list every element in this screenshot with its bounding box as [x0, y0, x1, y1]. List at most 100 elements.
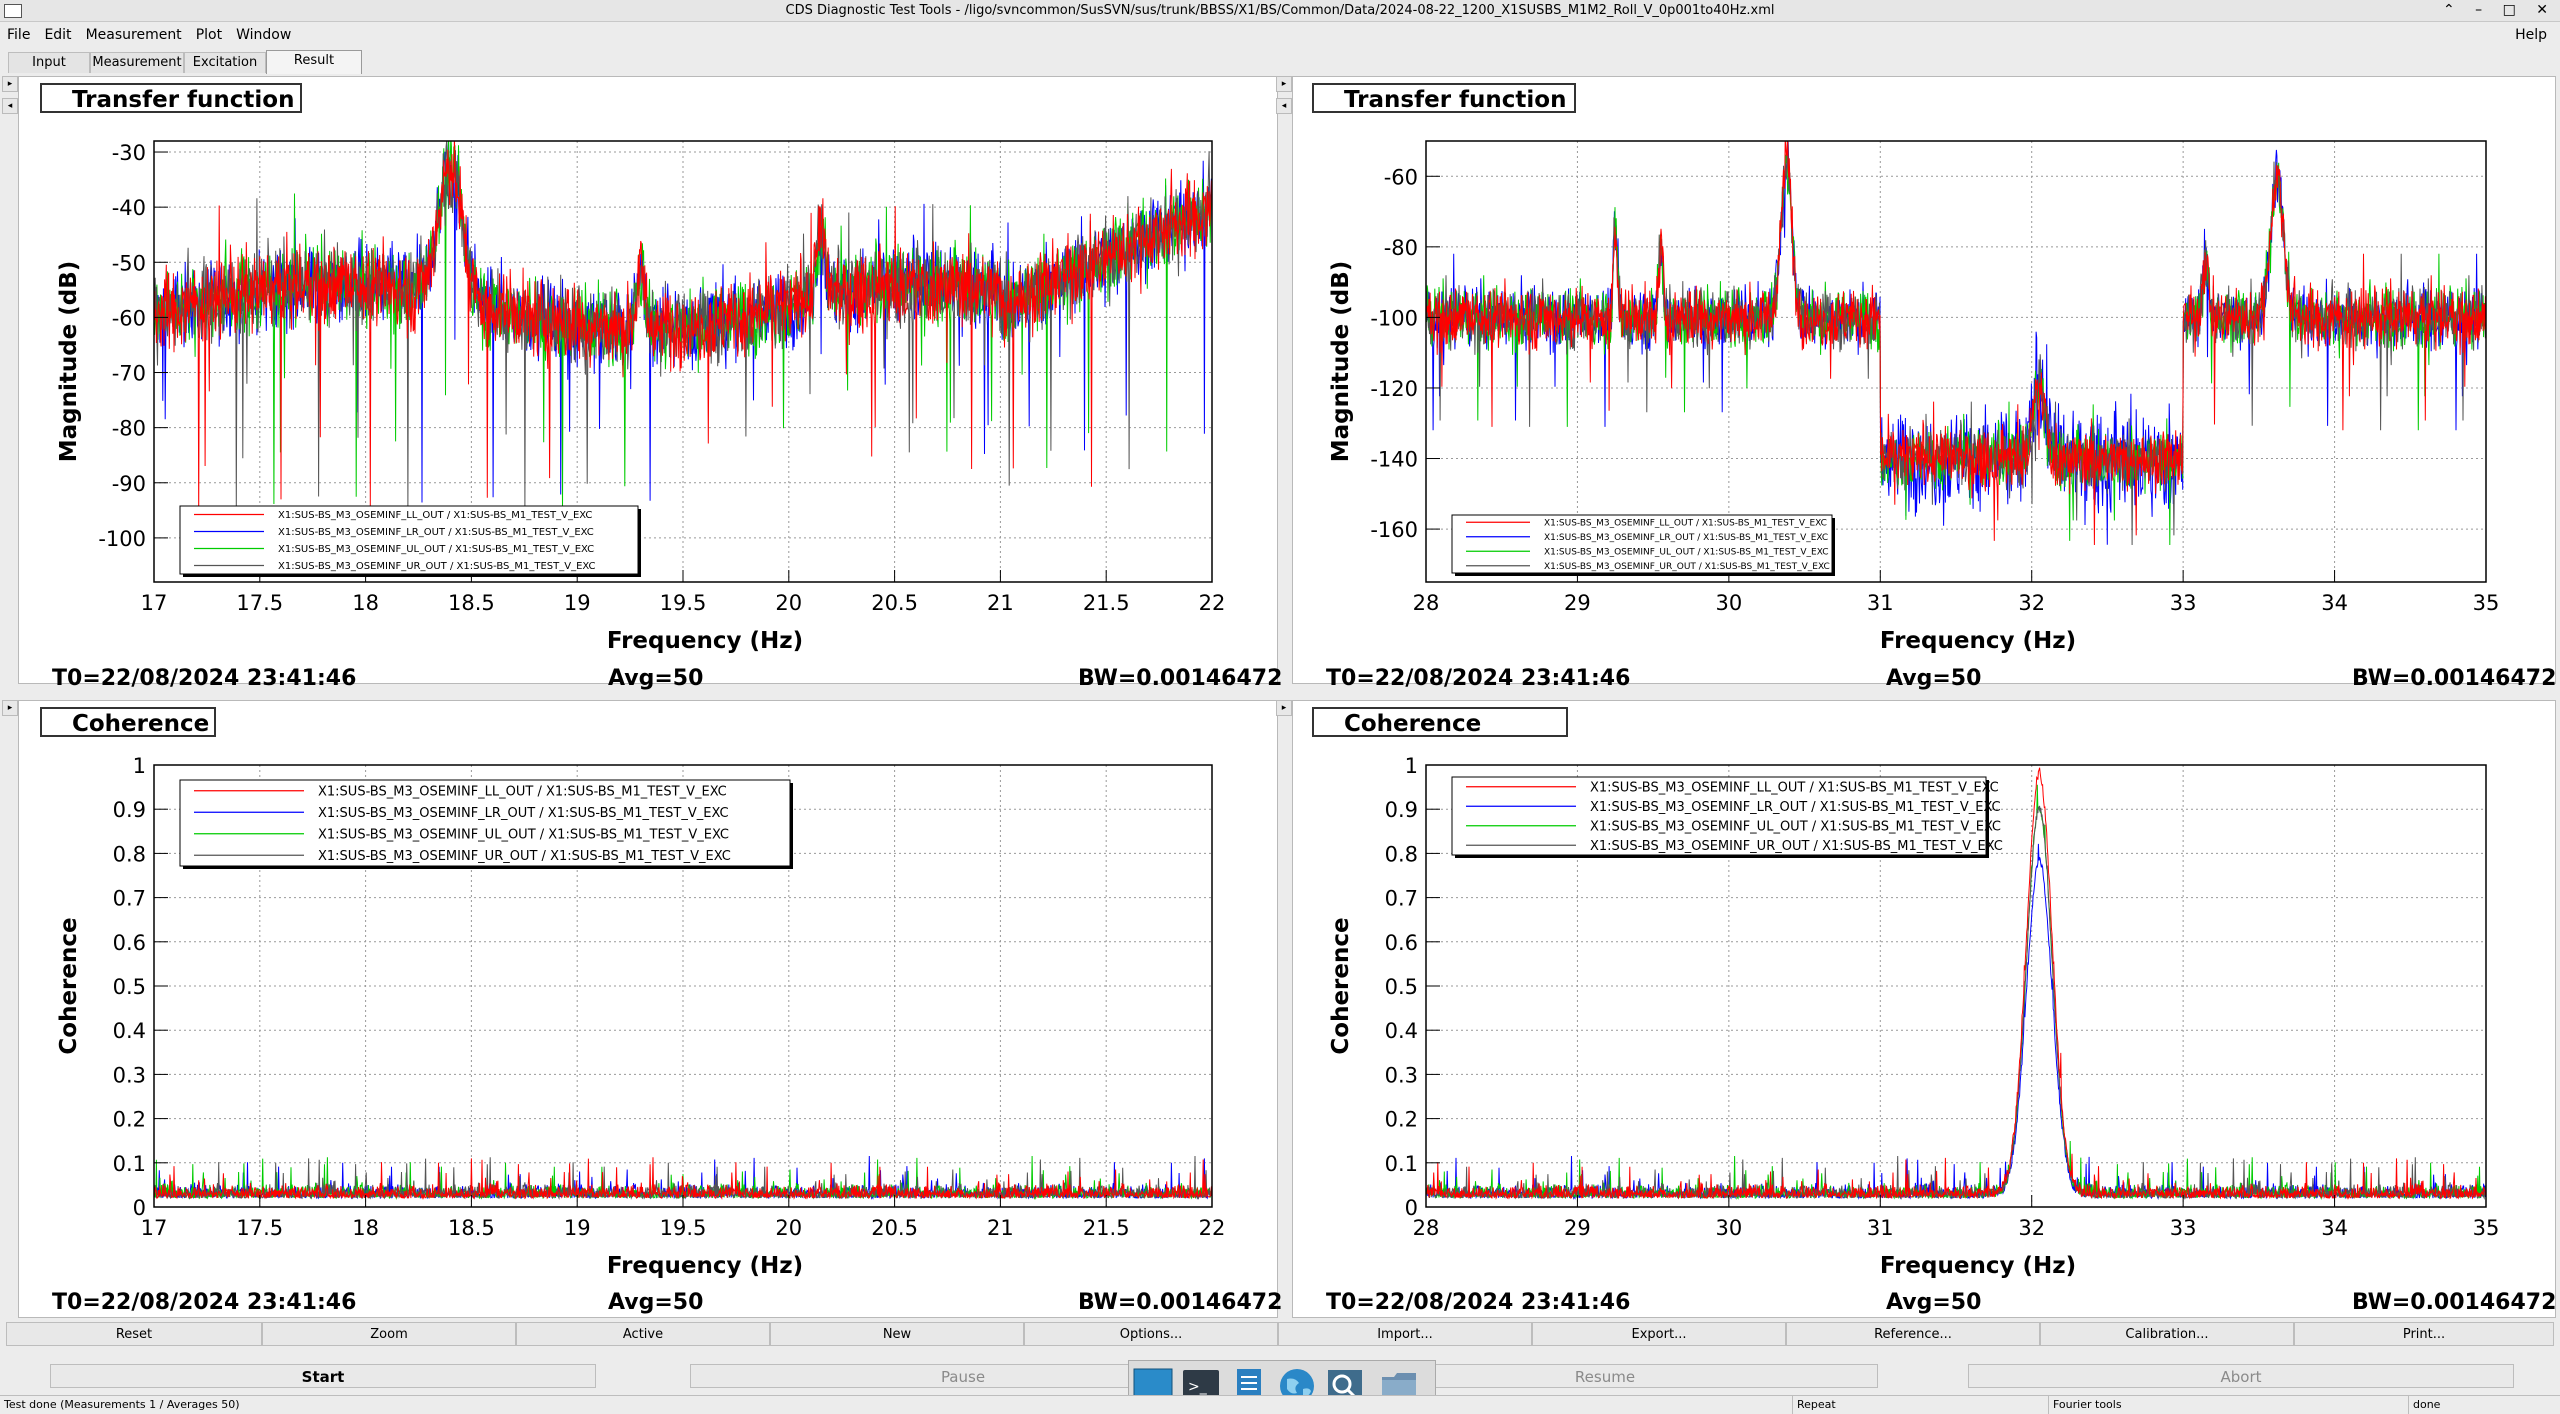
- legend-box: [1451, 776, 1987, 856]
- y-tick-label: -100: [1370, 306, 1418, 330]
- legend-entry: X1:SUS-BS_M3_OSEMINF_UL_OUT / X1:SUS-BS_…: [278, 544, 594, 555]
- x-tick-label: 34: [2321, 591, 2348, 615]
- x-tick-label: 20.5: [871, 591, 918, 615]
- x-tick-label: 20: [775, 1216, 802, 1240]
- menu-file[interactable]: File: [7, 27, 31, 43]
- y-axis-title: Magnitude (dB): [56, 261, 82, 463]
- panel-bw: BW=0.00146472: [2352, 666, 2557, 691]
- abort-button[interactable]: Abort: [1968, 1364, 2514, 1388]
- x-tick-label: 17.5: [236, 591, 283, 615]
- legend-entry: X1:SUS-BS_M3_OSEMINF_LL_OUT / X1:SUS-BS_…: [1590, 780, 1999, 795]
- menu-measurement[interactable]: Measurement: [85, 27, 182, 43]
- options-button[interactable]: Options...: [1024, 1322, 1278, 1346]
- x-tick-label: 19: [564, 591, 591, 615]
- y-tick-label: -30: [112, 141, 146, 165]
- y-tick-label: 1: [1405, 754, 1418, 778]
- svg-text:>_: >_: [1188, 1379, 1208, 1395]
- y-tick-label: 0.2: [1385, 1108, 1418, 1132]
- plot-toolbar: Reset Zoom Active New Options... Import.…: [0, 1320, 2560, 1348]
- legend-entry: X1:SUS-BS_M3_OSEMINF_UR_OUT / X1:SUS-BS_…: [1590, 839, 2003, 854]
- legend-entry: X1:SUS-BS_M3_OSEMINF_LR_OUT / X1:SUS-BS_…: [1544, 533, 1828, 543]
- legend-entry: X1:SUS-BS_M3_OSEMINF_UR_OUT / X1:SUS-BS_…: [278, 561, 596, 572]
- reference-button[interactable]: Reference...: [1786, 1322, 2040, 1346]
- y-axis-title: Coherence: [56, 917, 82, 1054]
- x-tick-label: 31: [1867, 591, 1894, 615]
- start-button[interactable]: Start: [50, 1364, 596, 1388]
- x-tick-label: 32: [2018, 591, 2045, 615]
- y-tick-label: 0.5: [1385, 975, 1418, 999]
- y-tick-label: -160: [1370, 518, 1418, 542]
- y-tick-label: 0: [133, 1196, 146, 1220]
- legend-box: [179, 779, 791, 867]
- chart-1: 28 29 30 31 32 33 34 35 -160 -140 -120 -100 -80 -60 Fr…: [1328, 140, 2499, 654]
- x-tick-label: 20.5: [871, 1216, 918, 1240]
- title-bar: CDS Diagnostic Test Tools - /ligo/svncom…: [0, 0, 2560, 22]
- x-tick-label: 18.5: [448, 1216, 495, 1240]
- x-tick-label: 18: [352, 1216, 379, 1240]
- menu-plot[interactable]: Plot: [195, 27, 223, 43]
- y-tick-label: 0.2: [113, 1108, 146, 1132]
- web-browser-icon[interactable]: [1277, 1367, 1317, 1405]
- panel-bw: BW=0.00146472: [1078, 666, 1283, 691]
- tab-excitation[interactable]: Excitation: [184, 52, 266, 73]
- status-bar: Test done (Measurements 1 / Averages 50)…: [0, 1395, 2560, 1414]
- legend-entry: X1:SUS-BS_M3_OSEMINF_UR_OUT / X1:SUS-BS_…: [1544, 562, 1830, 572]
- x-axis-title: Frequency (Hz): [1880, 1253, 2076, 1279]
- x-tick-label: 17: [141, 1216, 168, 1240]
- export-button[interactable]: Export...: [1532, 1322, 1786, 1346]
- x-tick-label: 19: [564, 1216, 591, 1240]
- panel-avg: Avg=50: [608, 666, 704, 691]
- zoom-button[interactable]: Zoom: [262, 1322, 516, 1346]
- new-button[interactable]: New: [770, 1322, 1024, 1346]
- x-axis-title: Frequency (Hz): [1880, 628, 2076, 654]
- menu-edit[interactable]: Edit: [44, 27, 72, 43]
- y-tick-label: 0.9: [1385, 798, 1418, 822]
- panel-expand-arrow[interactable]: ▸: [1276, 700, 1292, 716]
- plot-frame: [1425, 140, 2487, 583]
- panel-title: Transfer function: [1312, 83, 1576, 113]
- legend-entry: X1:SUS-BS_M3_OSEMINF_LR_OUT / X1:SUS-BS_…: [1590, 800, 2001, 815]
- panel-bw: BW=0.00146472: [1078, 1290, 1283, 1315]
- status-repeat: Repeat: [1792, 1396, 1836, 1414]
- legend-entry: X1:SUS-BS_M3_OSEMINF_LL_OUT / X1:SUS-BS_…: [278, 510, 592, 521]
- active-button[interactable]: Active: [516, 1322, 770, 1346]
- x-tick-label: 31: [1867, 1216, 1894, 1240]
- panel-t0: T0=22/08/2024 23:41:46: [1326, 666, 1631, 691]
- tab-measurement[interactable]: Measurement: [90, 52, 184, 73]
- menu-window[interactable]: Window: [236, 27, 292, 43]
- panel-expand-arrow[interactable]: ▸: [2, 76, 18, 92]
- window-controls[interactable]: ⌃ – □ ✕: [2442, 2, 2556, 18]
- y-tick-label: -80: [112, 417, 146, 441]
- app-icon: [4, 4, 22, 18]
- panel-expand-arrow[interactable]: ▸: [1276, 76, 1292, 92]
- x-tick-label: 21.5: [1083, 591, 1130, 615]
- import-button[interactable]: Import...: [1278, 1322, 1532, 1346]
- y-tick-label: 0.4: [113, 1019, 146, 1043]
- y-tick-label: 0.3: [113, 1063, 146, 1087]
- tab-input[interactable]: Input: [8, 52, 90, 73]
- legend-entry: X1:SUS-BS_M3_OSEMINF_LR_OUT / X1:SUS-BS_…: [278, 527, 594, 538]
- legend-entry: X1:SUS-BS_M3_OSEMINF_LL_OUT / X1:SUS-BS_…: [318, 784, 727, 799]
- menu-help[interactable]: Help: [2515, 27, 2547, 43]
- y-tick-label: -60: [112, 306, 146, 330]
- reset-button[interactable]: Reset: [6, 1322, 262, 1346]
- x-tick-label: 29: [1564, 591, 1591, 615]
- print-button[interactable]: Print...: [2294, 1322, 2554, 1346]
- x-tick-label: 21: [987, 591, 1014, 615]
- tab-result[interactable]: Result: [266, 50, 362, 74]
- series-line: [154, 1157, 1212, 1201]
- panel-collapse-arrow[interactable]: ◂: [1276, 98, 1292, 114]
- series-line: [154, 141, 1212, 519]
- series-line: [1426, 767, 2486, 1200]
- panel-collapse-arrow[interactable]: ◂: [2, 98, 18, 114]
- x-tick-label: 33: [2170, 591, 2197, 615]
- legend-entry: X1:SUS-BS_M3_OSEMINF_LR_OUT / X1:SUS-BS_…: [318, 806, 729, 821]
- tab-bar: Input Measurement Excitation Result: [0, 50, 2560, 74]
- x-axis-title: Frequency (Hz): [607, 1253, 803, 1279]
- x-tick-label: 19.5: [660, 591, 707, 615]
- terminal-icon[interactable]: >_: [1181, 1367, 1221, 1405]
- panel-avg: Avg=50: [1886, 1290, 1982, 1315]
- panel-expand-arrow[interactable]: ▸: [2, 700, 18, 716]
- calibration-button[interactable]: Calibration...: [2040, 1322, 2294, 1346]
